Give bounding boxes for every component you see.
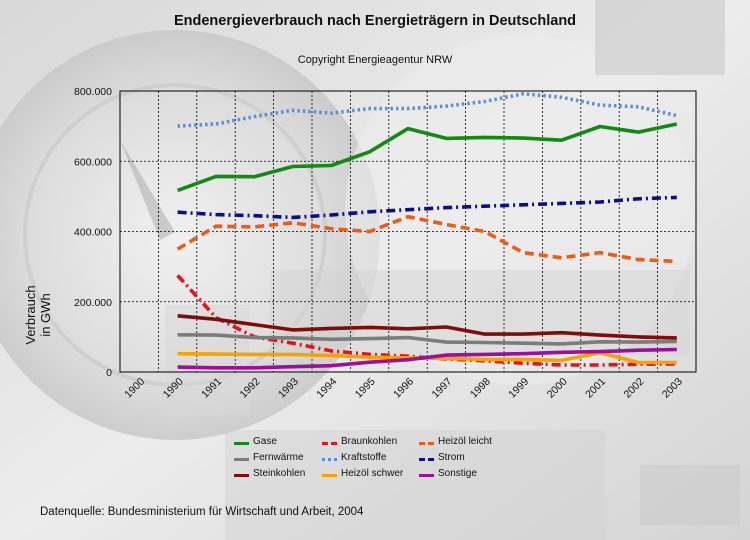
x-tick-label: 2001 — [583, 376, 608, 401]
series-line-steinkohlen — [177, 314, 677, 340]
legend-label: Braunkohlen — [341, 436, 398, 447]
x-tick-label: 1990 — [161, 376, 186, 401]
x-tick-label: 2000 — [545, 376, 570, 401]
legend-label: Heizöl schwer — [341, 468, 404, 479]
x-tick-label: 2003 — [660, 376, 685, 401]
series-line-sonstige — [177, 347, 677, 370]
legend-label: Gase — [253, 436, 277, 447]
x-tick-label: 1900 — [122, 376, 147, 401]
legend-swatch-gase — [234, 442, 249, 445]
legend-swatch-braunkohlen — [322, 442, 337, 445]
y-tick-label: 0 — [106, 367, 112, 379]
series-line-fernwaerme — [177, 333, 677, 346]
legend-label: Strom — [438, 452, 465, 463]
legend-swatch-fernwaerme — [234, 458, 249, 461]
legend-label: Sonstige — [438, 468, 477, 479]
x-tick-label: 1998 — [468, 376, 493, 401]
legend-swatch-strom — [419, 458, 434, 461]
x-tick-label: 1991 — [199, 376, 224, 401]
chart-subtitle: Copyright Energieagentur NRW — [297, 54, 453, 66]
legend-swatch-heizoel-schwer — [322, 474, 337, 477]
x-tick-label: 1994 — [314, 376, 339, 401]
x-tick-label: 1993 — [276, 376, 301, 401]
y-tick-label: 400.000 — [74, 227, 112, 239]
chart-title: Endenergieverbrauch nach Energieträgern … — [173, 13, 577, 29]
data-source-note: Datenquelle: Bundesministerium für Wirts… — [40, 506, 364, 518]
chart-grid — [119, 90, 697, 373]
legend-label: Fernwärme — [253, 452, 304, 463]
x-tick-label: 1995 — [353, 376, 378, 401]
y-tick-label: 200.000 — [74, 297, 112, 309]
x-tick-label: 1999 — [506, 376, 531, 401]
legend-swatch-steinkohlen — [234, 474, 249, 477]
x-axis-ticks: 1900 1990 1991 1992 1993 1994 1995 1996 1997 1998… — [122, 376, 685, 401]
y-tick-label: 800.000 — [74, 86, 112, 98]
y-axis-ticks: 0 200.000 400.000 600.000 800.000 — [74, 86, 112, 379]
y-tick-label: 600.000 — [74, 156, 112, 168]
series-line-gase — [176, 122, 678, 193]
series-line-heizoel-leicht — [176, 214, 677, 264]
legend-label: Steinkohlen — [253, 468, 306, 479]
x-tick-label: 1996 — [391, 376, 416, 401]
legend-label: Heizöl leicht — [438, 436, 492, 447]
x-tick-label: 1992 — [238, 376, 263, 401]
legend-swatch-sonstige — [419, 474, 434, 477]
series-line-strom — [177, 195, 677, 220]
chart-series — [176, 92, 678, 370]
x-tick-label: 2002 — [622, 376, 647, 401]
legend-label: Kraftstoffe — [341, 452, 387, 463]
legend-swatch-kraftstoffe — [322, 458, 337, 461]
legend-swatch-heizoel-leicht — [419, 442, 434, 445]
x-tick-label: 1997 — [430, 376, 455, 401]
legend: Gase Braunkohlen Heizöl leicht Fernwärme… — [234, 436, 534, 484]
series-line-kraftstoffe — [177, 92, 678, 128]
y-axis-label: Verbrauch in GWh — [23, 285, 53, 345]
